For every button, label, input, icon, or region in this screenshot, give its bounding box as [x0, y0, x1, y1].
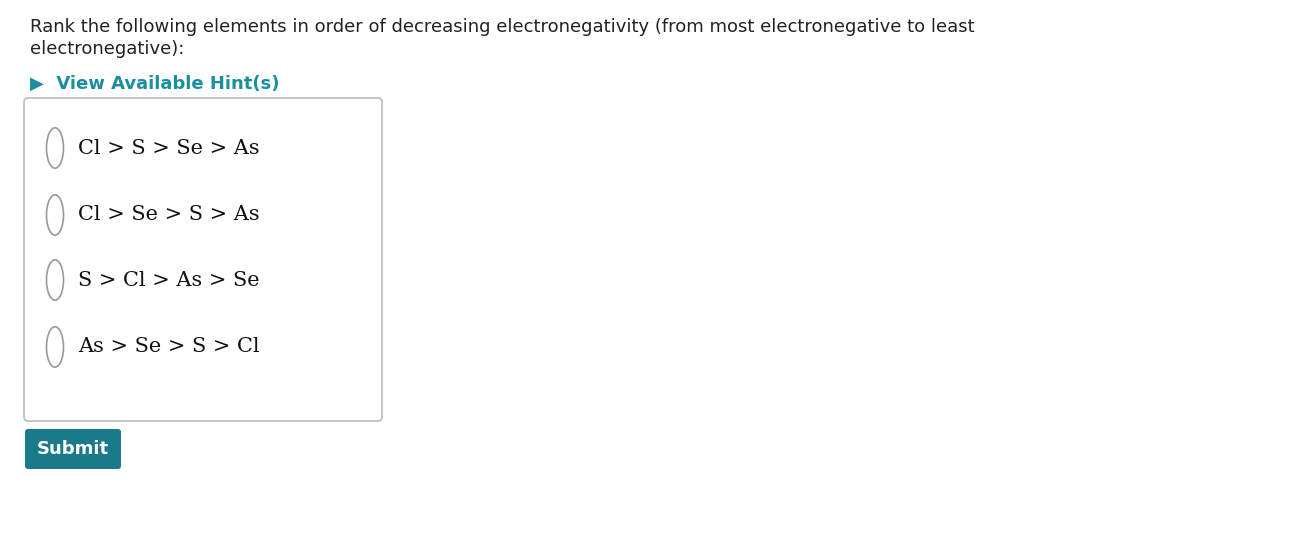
- Text: S > Cl > As > Se: S > Cl > As > Se: [78, 271, 259, 289]
- Text: Cl > Se > S > As: Cl > Se > S > As: [78, 206, 259, 224]
- Text: Rank the following elements in order of decreasing electronegativity (from most : Rank the following elements in order of …: [30, 18, 974, 36]
- FancyBboxPatch shape: [24, 98, 382, 421]
- Text: ▶  View Available Hint(s): ▶ View Available Hint(s): [30, 75, 280, 93]
- FancyBboxPatch shape: [25, 429, 122, 469]
- Text: Cl > S > Se > As: Cl > S > Se > As: [78, 139, 259, 157]
- Text: electronegative):: electronegative):: [30, 40, 184, 58]
- Text: As > Se > S > Cl: As > Se > S > Cl: [78, 338, 259, 356]
- Text: Submit: Submit: [37, 440, 109, 458]
